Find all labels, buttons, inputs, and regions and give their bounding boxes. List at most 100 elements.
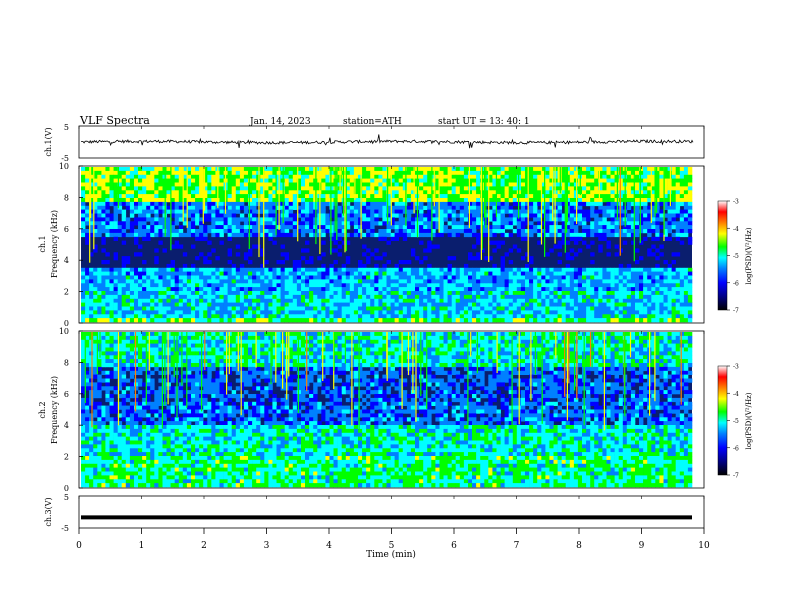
- spectrogram-cell: [362, 167, 367, 172]
- spectrogram-cell: [366, 167, 371, 172]
- spectrogram-cell: [663, 302, 668, 307]
- spectrogram-cell: [655, 294, 660, 300]
- spectrogram-cell: [386, 190, 391, 195]
- spectrogram-cell: [146, 194, 151, 199]
- spectrogram-cell: [630, 225, 636, 230]
- spectrogram-cell: [537, 318, 542, 323]
- spectrogram-cell: [675, 186, 681, 191]
- spectrogram-cell: [138, 209, 143, 214]
- spectrogram-cell: [211, 306, 216, 311]
- spectrogram-cell: [439, 294, 444, 300]
- spectrogram-cell: [337, 229, 342, 234]
- spectrogram-cell: [268, 221, 273, 226]
- spectrogram-cell: [549, 267, 554, 272]
- spectrogram-cell: [626, 287, 632, 292]
- spectrogram-cell: [679, 294, 685, 300]
- spectrogram-cell: [199, 275, 204, 280]
- spectrogram-cell: [252, 271, 257, 276]
- spectrogram-cell: [191, 229, 196, 234]
- spectrogram-cell: [643, 279, 648, 284]
- spectrogram-cell: [235, 178, 241, 183]
- spectrogram-cell: [117, 271, 123, 276]
- spectrogram-cell: [569, 198, 575, 203]
- spectrogram-cell: [651, 279, 656, 284]
- spectrogram-cell: [557, 240, 562, 245]
- spectrogram-cell: [227, 302, 232, 307]
- spectrogram-cell: [398, 275, 404, 280]
- spectrogram-cell: [427, 306, 432, 311]
- spectrogram-cell: [113, 236, 118, 241]
- spectrogram-cell: [309, 225, 314, 230]
- spectrogram-cell: [109, 310, 114, 315]
- spectrogram-cell: [525, 294, 530, 300]
- spectrogram-cell: [529, 306, 534, 311]
- spectrogram-cell: [504, 209, 509, 214]
- spectrogram-cell: [529, 256, 534, 261]
- sferic-streak: [438, 167, 440, 233]
- spectrogram-cell: [463, 310, 469, 315]
- spectrogram-cell: [594, 291, 599, 296]
- spectrogram-cell: [496, 190, 501, 195]
- spectrogram-cell: [602, 298, 607, 303]
- spectrogram-cell: [463, 178, 469, 183]
- spectrogram-cell: [227, 318, 232, 323]
- spectrogram-cell: [626, 310, 632, 315]
- spectrogram-cell: [402, 186, 408, 191]
- spectrogram-cell: [341, 294, 347, 300]
- spectrogram-cell: [272, 232, 277, 238]
- spectrogram-cell: [402, 201, 408, 207]
- spectrogram-cell: [292, 170, 298, 176]
- spectrogram-cell: [512, 186, 518, 191]
- spectrogram-cell: [195, 167, 200, 172]
- spectrogram-cell: [687, 170, 693, 176]
- spectrogram-cell: [227, 252, 232, 257]
- spectrogram-cell: [602, 167, 607, 172]
- spectrogram-cell: [630, 267, 636, 272]
- spectrogram-cell: [227, 291, 232, 296]
- spectrogram-cell: [207, 306, 212, 311]
- spectrogram-cell: [468, 213, 473, 218]
- sferic-streak: [669, 167, 671, 207]
- spectrogram-cell: [565, 240, 571, 245]
- spectrogram-cell: [586, 201, 591, 207]
- spectrogram-cell: [199, 198, 204, 203]
- spectrogram-cell: [667, 294, 672, 300]
- spectrogram-cell: [125, 217, 131, 222]
- spectrogram-cell: [146, 287, 151, 292]
- spectrogram-cell: [146, 190, 151, 195]
- spectrogram-cell: [630, 221, 636, 226]
- spectrogram-cell: [142, 291, 147, 296]
- spectrogram-cell: [341, 310, 347, 315]
- spectrogram-cell: [223, 221, 228, 226]
- spectrogram-cell: [687, 310, 693, 315]
- spectrogram-cell: [138, 275, 143, 280]
- spectrogram-cell: [622, 225, 628, 230]
- spectrogram-cell: [256, 310, 261, 315]
- spectrogram-cell: [211, 190, 216, 195]
- spectrogram-cell: [288, 291, 294, 296]
- spectrogram-cell: [309, 170, 314, 176]
- spectrogram-cell: [260, 310, 265, 315]
- spectrogram-cell: [105, 217, 110, 222]
- spectrogram-cell: [337, 209, 342, 214]
- spectrogram-cell: [573, 287, 579, 292]
- spectrogram-cell: [231, 232, 237, 238]
- spectrogram-cell: [284, 291, 290, 296]
- spectrogram-cell: [451, 198, 457, 203]
- spectrogram-cell: [272, 221, 277, 226]
- spectrogram-cell: [484, 310, 489, 315]
- spectrogram-cell: [643, 275, 648, 280]
- spectrogram-cell: [557, 252, 562, 257]
- spectrogram-cell: [647, 314, 652, 319]
- spectrogram-cell: [675, 306, 681, 311]
- spectrogram-cell: [382, 205, 387, 210]
- spectrogram-cell: [337, 190, 342, 195]
- spectrogram-cell: [97, 267, 102, 272]
- spectrogram-cell: [195, 229, 200, 234]
- spectrogram-cell: [545, 186, 550, 191]
- spectrogram-cell: [362, 267, 367, 272]
- spectrogram-cell: [93, 167, 98, 172]
- spectrogram-cell: [203, 314, 208, 319]
- spectrogram-cell: [683, 310, 689, 315]
